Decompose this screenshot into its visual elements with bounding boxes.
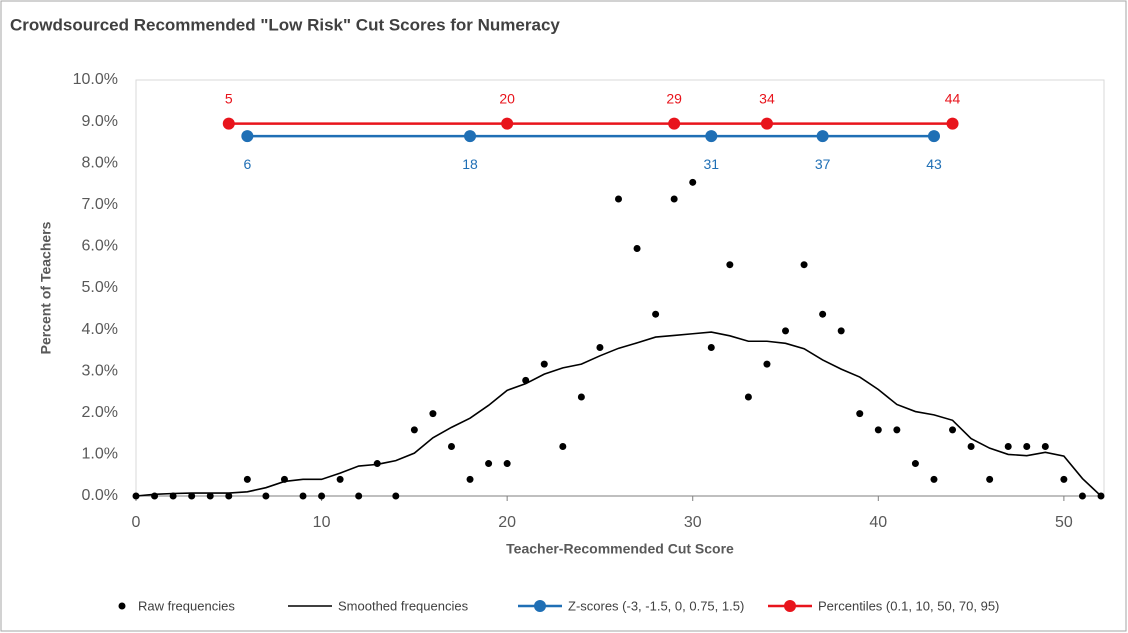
raw-point	[188, 492, 196, 500]
data-label: 20	[499, 90, 515, 106]
raw-point	[633, 244, 641, 252]
raw-point	[652, 310, 660, 318]
series-marker	[222, 117, 235, 130]
series-line	[135, 331, 1102, 497]
series-marker	[668, 117, 681, 130]
y-tick-label: 8.0%	[82, 154, 118, 171]
data-label: 29	[666, 90, 682, 106]
y-tick-label: 4.0%	[82, 321, 118, 338]
y-axis-title: Percent of Teachers	[38, 221, 54, 354]
raw-point	[744, 393, 752, 401]
y-tick-label: 6.0%	[82, 238, 118, 255]
y-tick-label: 10.0%	[73, 71, 118, 88]
series-marker	[927, 130, 940, 143]
series-marker	[816, 130, 829, 143]
data-label: 34	[759, 90, 775, 106]
raw-point	[893, 426, 901, 434]
x-axis-title: Teacher-Recommended Cut Score	[506, 541, 734, 557]
raw-point	[1041, 442, 1049, 450]
x-tick-label: 0	[132, 514, 141, 531]
raw-point	[856, 410, 864, 418]
y-tick-label: 3.0%	[82, 362, 118, 379]
y-tick-label: 5.0%	[82, 279, 118, 296]
x-tick-label: 10	[313, 514, 331, 531]
raw-point	[689, 178, 697, 186]
chart-title: Crowdsourced Recommended "Low Risk" Cut …	[10, 15, 560, 34]
legend-swatch	[534, 600, 546, 612]
raw-point	[410, 426, 418, 434]
raw-point	[819, 310, 827, 318]
legend-label: Z-scores (-3, -1.5, 0, 0.75, 1.5)	[568, 598, 744, 613]
raw-point	[485, 460, 493, 468]
data-label: 37	[815, 156, 831, 172]
raw-point	[577, 393, 585, 401]
raw-point	[225, 492, 233, 500]
raw-point	[447, 442, 455, 450]
raw-point	[615, 195, 622, 203]
raw-point	[1004, 442, 1012, 450]
y-tick-label: 7.0%	[82, 196, 118, 213]
y-tick-label: 0.0%	[82, 487, 118, 504]
raw-point	[1078, 492, 1086, 500]
data-label: 44	[945, 90, 961, 106]
raw-point	[559, 442, 567, 450]
raw-point	[596, 343, 604, 351]
raw-point	[318, 492, 326, 500]
legend-label: Percentiles (0.1, 10, 50, 70, 95)	[818, 598, 999, 613]
data-label: 43	[926, 156, 942, 172]
raw-point	[392, 492, 400, 500]
raw-point	[503, 460, 511, 468]
y-tick-label: 1.0%	[82, 446, 118, 463]
x-tick-label: 30	[684, 514, 702, 531]
raw-point	[800, 261, 808, 269]
raw-point	[429, 410, 437, 418]
data-label: 5	[225, 90, 233, 106]
raw-point	[763, 360, 771, 368]
raw-point	[262, 492, 270, 500]
raw-point	[206, 492, 214, 500]
x-tick-label: 20	[498, 514, 516, 531]
raw-point	[707, 343, 715, 351]
y-tick-label: 2.0%	[82, 404, 118, 421]
legend-label: Smoothed frequencies	[338, 598, 469, 613]
x-tick-label: 40	[869, 514, 887, 531]
series-marker	[946, 117, 959, 130]
raw-point	[911, 460, 919, 468]
raw-point	[243, 475, 251, 483]
y-tick-label: 9.0%	[82, 113, 118, 130]
series-marker	[241, 130, 254, 143]
series-marker	[501, 117, 514, 130]
legend-swatch	[118, 602, 126, 610]
raw-point	[967, 442, 975, 450]
raw-point	[299, 492, 307, 500]
raw-point	[1023, 442, 1031, 450]
raw-point	[355, 492, 363, 500]
data-label: 31	[703, 156, 719, 172]
series-marker	[760, 117, 773, 130]
data-label: 18	[462, 156, 478, 172]
raw-point	[336, 475, 344, 483]
series-marker	[705, 130, 718, 143]
raw-point	[466, 475, 474, 483]
raw-point	[1060, 475, 1068, 483]
raw-point	[986, 475, 994, 483]
raw-point	[782, 327, 790, 335]
raw-point	[837, 327, 845, 335]
raw-point	[726, 261, 734, 269]
raw-point	[930, 475, 938, 483]
legend-swatch	[784, 600, 796, 612]
raw-point	[670, 195, 678, 203]
legend-label: Raw frequencies	[138, 598, 235, 613]
series-marker	[464, 130, 477, 143]
raw-point	[874, 426, 882, 434]
x-tick-label: 50	[1055, 514, 1073, 531]
raw-point	[949, 426, 957, 434]
raw-point	[540, 360, 548, 368]
data-label: 6	[243, 156, 251, 172]
